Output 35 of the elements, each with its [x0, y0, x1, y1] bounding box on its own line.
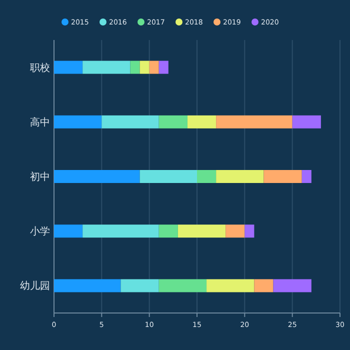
- bar: [130, 60, 140, 74]
- bar: [149, 60, 159, 74]
- y-tick-label: 幼儿园: [20, 280, 50, 292]
- bar: [264, 170, 302, 183]
- bar: [292, 115, 321, 128]
- bar: [54, 279, 121, 292]
- y-tick-label: 职校: [30, 62, 50, 74]
- bar: [302, 170, 312, 183]
- bar: [158, 279, 207, 292]
- bar: [102, 115, 159, 128]
- bar: [120, 279, 159, 292]
- bar: [273, 279, 312, 292]
- bar: [54, 60, 83, 74]
- y-tick-label: 初中: [30, 171, 50, 183]
- bar: [54, 224, 83, 238]
- bar: [54, 170, 140, 183]
- bar: [216, 170, 264, 183]
- bar: [197, 170, 216, 183]
- bar: [140, 170, 197, 183]
- bar: [82, 60, 130, 74]
- y-tick-label: 小学: [30, 226, 50, 238]
- y-tick-label: 高中: [30, 116, 50, 128]
- bar: [254, 279, 274, 292]
- bar: [187, 115, 216, 128]
- bar: [216, 115, 292, 128]
- bar: [178, 224, 226, 238]
- bar: [158, 224, 178, 238]
- bar: [82, 224, 159, 238]
- bar: [158, 115, 188, 128]
- bar: [140, 60, 150, 74]
- bar: [158, 60, 168, 74]
- bar: [226, 224, 245, 238]
- bar: [244, 224, 254, 238]
- bar: [54, 115, 102, 128]
- bar: [206, 279, 254, 292]
